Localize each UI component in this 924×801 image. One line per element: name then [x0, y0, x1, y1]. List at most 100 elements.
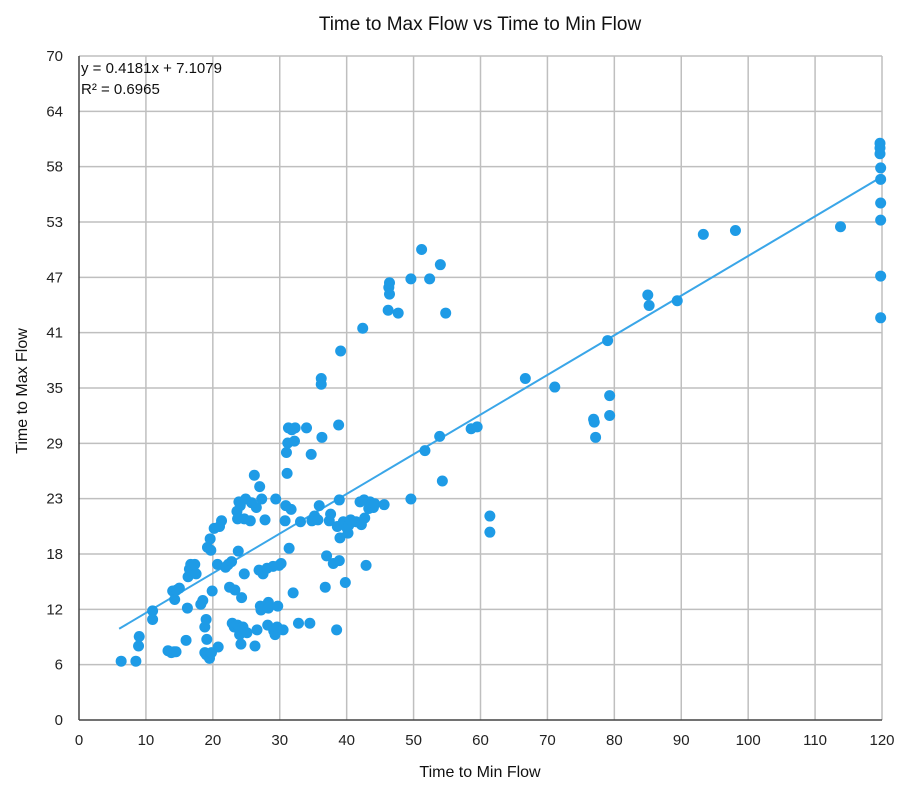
y-tick-label: 23 — [46, 491, 63, 508]
data-point — [147, 605, 159, 617]
grid-layer — [79, 55, 883, 720]
x-tick-label: 30 — [271, 732, 288, 749]
data-point — [238, 568, 250, 580]
data-point — [304, 617, 316, 629]
data-point — [241, 627, 253, 639]
trendline-equation: y = 0.4181x + 7.1079 — [81, 60, 222, 77]
data-point — [169, 594, 181, 606]
data-point — [301, 422, 313, 434]
label-layer: Time to Max Flow vs Time to Min Flow Tim… — [14, 14, 895, 781]
data-point — [405, 493, 417, 505]
data-point — [642, 289, 654, 301]
data-point — [604, 410, 616, 422]
trendline-r-squared: R² = 0.6965 — [81, 81, 160, 98]
x-tick-label: 70 — [539, 732, 556, 749]
data-point — [170, 646, 182, 658]
data-point — [275, 557, 287, 569]
data-point — [305, 448, 317, 460]
data-point — [270, 493, 282, 505]
data-point — [333, 419, 345, 431]
y-tick-label: 6 — [55, 657, 63, 674]
data-point — [333, 555, 345, 567]
x-tick-label: 120 — [869, 732, 894, 749]
data-point — [602, 335, 614, 347]
data-point — [339, 576, 351, 588]
data-point — [643, 299, 655, 311]
data-point — [315, 378, 327, 390]
data-point — [875, 197, 887, 209]
y-tick-label: 29 — [46, 435, 63, 452]
data-point — [244, 515, 256, 527]
data-point — [875, 312, 887, 324]
data-point — [283, 542, 295, 554]
data-point — [280, 447, 292, 459]
data-point — [729, 225, 741, 237]
data-point — [289, 422, 301, 434]
x-tick-label: 110 — [803, 732, 827, 749]
data-point — [236, 592, 248, 604]
data-point — [115, 655, 127, 667]
data-point — [259, 514, 271, 526]
x-tick-label: 40 — [338, 732, 355, 749]
y-tick-label: 47 — [46, 269, 63, 286]
data-point — [360, 559, 372, 571]
data-point — [383, 277, 395, 289]
y-tick-label: 41 — [46, 325, 63, 342]
data-point — [277, 624, 289, 636]
data-point — [874, 148, 886, 160]
data-point — [312, 514, 324, 526]
data-point — [434, 259, 446, 271]
data-point — [440, 307, 452, 319]
data-point — [357, 322, 369, 334]
x-tick-label: 60 — [472, 732, 489, 749]
data-point — [835, 221, 847, 233]
data-point — [325, 508, 337, 520]
x-tick-label: 50 — [405, 732, 422, 749]
data-point — [549, 381, 561, 393]
data-point — [248, 469, 260, 481]
data-point — [206, 585, 218, 597]
data-point — [697, 228, 709, 240]
x-tick-label: 20 — [204, 732, 221, 749]
data-point — [190, 568, 202, 580]
data-point — [319, 581, 331, 593]
data-point — [392, 307, 404, 319]
trendline — [118, 175, 883, 630]
data-point — [875, 214, 887, 226]
data-point — [382, 304, 394, 316]
data-point — [133, 631, 145, 643]
data-point — [333, 494, 345, 506]
data-point — [272, 600, 284, 612]
data-point — [424, 273, 436, 285]
data-point — [590, 431, 602, 443]
data-point — [416, 244, 428, 256]
data-point — [875, 173, 887, 185]
data-point — [471, 421, 483, 433]
data-point — [180, 634, 192, 646]
data-point — [254, 481, 266, 493]
data-point — [232, 545, 244, 557]
data-point — [334, 532, 346, 544]
data-point — [173, 582, 185, 594]
data-point — [197, 594, 209, 606]
x-axis-title: Time to Min Flow — [419, 764, 541, 781]
data-point — [335, 345, 347, 357]
data-point — [519, 373, 531, 385]
data-point — [383, 288, 395, 300]
data-point — [200, 613, 212, 625]
data-point — [313, 500, 325, 512]
data-point — [588, 416, 600, 428]
data-point — [147, 613, 159, 625]
y-axis-title: Time to Max Flow — [14, 328, 31, 454]
data-point — [292, 617, 304, 629]
data-points-layer — [115, 137, 887, 667]
data-point — [419, 445, 431, 457]
y-tick-label: 64 — [46, 103, 63, 120]
data-point — [251, 624, 263, 636]
data-point — [294, 516, 306, 528]
data-point — [181, 602, 193, 614]
y-tick-label: 12 — [46, 601, 63, 618]
y-tick-label: 58 — [46, 159, 63, 176]
